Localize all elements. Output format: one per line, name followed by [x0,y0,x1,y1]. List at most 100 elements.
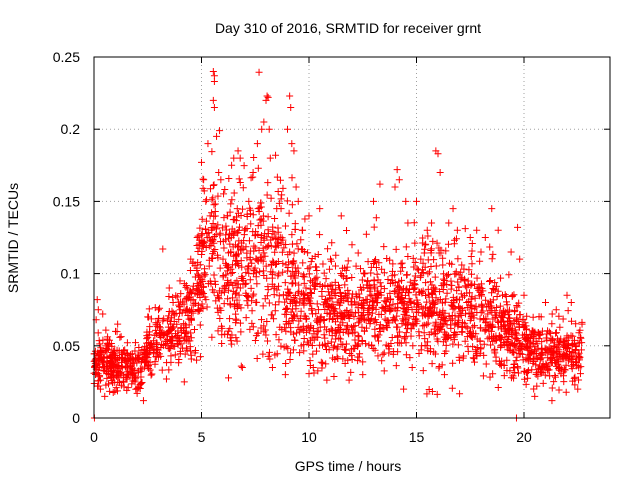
data-point [454,316,462,324]
data-point [397,260,405,268]
data-point [275,292,283,300]
data-point [222,231,230,239]
data-point [237,328,245,336]
data-point [419,367,427,375]
data-point [239,276,247,284]
data-point [442,295,450,303]
data-point [241,225,249,233]
data-point [434,311,442,319]
data-point [453,226,461,234]
data-point [338,264,346,272]
data-point [489,285,497,293]
data-point [231,303,239,311]
data-point [343,321,351,329]
data-point [300,279,308,287]
data-point [308,255,316,263]
data-point [275,282,283,290]
data-point [249,169,257,177]
data-point [359,371,367,379]
data-point [199,239,207,247]
data-point [328,281,336,289]
data-point [428,289,436,297]
data-point [477,309,485,317]
data-point [194,286,202,294]
data-point [355,333,363,341]
data-point [338,271,346,279]
data-point [135,344,143,352]
data-point [326,310,334,318]
data-point [208,254,216,262]
data-point [274,187,282,195]
data-point [568,341,576,349]
data-point [217,238,225,246]
data-point [471,294,479,302]
data-point [481,234,489,241]
data-point [284,251,292,259]
data-point [479,372,487,380]
data-point [428,297,436,305]
data-point [148,370,156,378]
data-point [542,361,550,369]
data-point [348,301,356,309]
data-point [565,348,573,356]
data-point [322,360,330,368]
data-point [103,346,111,354]
data-point [171,351,179,359]
data-point [563,291,571,299]
data-point [415,288,423,296]
data-point [366,291,374,299]
data-point [223,212,231,220]
data-point [444,271,452,279]
data-point [235,237,243,245]
data-point [435,326,443,334]
data-point [534,355,542,363]
data-point [94,329,102,337]
data-point [283,305,291,313]
data-point [220,300,228,308]
data-point [433,239,441,247]
data-point [264,283,272,291]
data-point [433,335,441,343]
data-point [447,334,455,342]
data-point [284,125,291,133]
data-point [242,243,250,251]
data-point [195,240,203,248]
data-point [187,315,195,323]
data-point [233,205,241,213]
data-point [388,276,396,284]
data-point [294,245,302,253]
data-point [296,349,304,357]
data-point [249,292,257,300]
data-point [356,265,364,273]
data-point [210,78,218,86]
data-point [192,346,200,354]
data-point [331,342,339,350]
data-point [208,148,216,156]
data-point [446,259,453,267]
data-point [515,323,523,331]
data-point [192,285,200,293]
data-point [228,196,236,204]
data-point [103,369,111,377]
data-point [472,348,480,356]
data-point [282,305,290,313]
data-point [415,328,423,336]
data-point [155,350,163,358]
data-point [202,197,210,205]
data-point [271,351,279,359]
data-point [196,294,204,302]
data-point [309,363,317,371]
data-point [521,375,529,383]
data-point [337,212,345,220]
data-point [198,276,206,284]
data-point [193,356,201,364]
data-point [417,255,425,263]
data-point [361,270,369,278]
data-point [285,290,293,298]
data-point [317,358,325,366]
data-point [230,154,238,162]
data-point [189,309,197,317]
data-point [524,374,532,382]
data-point [314,306,322,314]
data-point [487,323,495,331]
